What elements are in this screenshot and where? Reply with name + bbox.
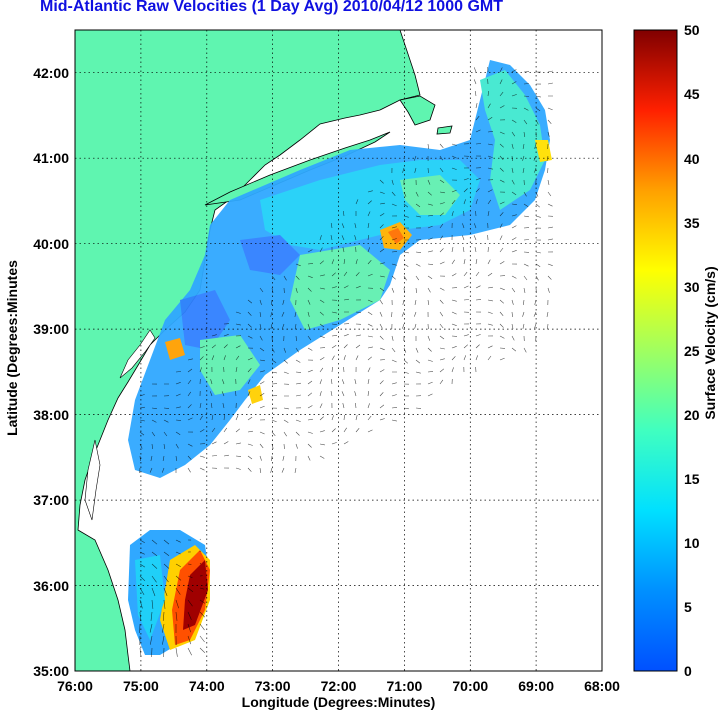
velocity-field-north xyxy=(128,60,552,478)
lon-tick: 75:00 xyxy=(123,678,159,694)
colorbar-tick: 20 xyxy=(684,407,700,423)
lon-tick: 72:00 xyxy=(321,678,357,694)
colorbar-tick: 45 xyxy=(684,86,700,102)
colorbar-tick: 40 xyxy=(684,151,700,167)
y-axis-label: Latitude (Degrees:Minutes xyxy=(4,260,20,436)
land-nantucket xyxy=(436,125,453,135)
colorbar xyxy=(633,29,678,672)
map-title: Mid-Atlantic Raw Velocities (1 Day Avg) … xyxy=(40,0,503,15)
lat-tick: 41:00 xyxy=(33,150,69,166)
map-grid xyxy=(75,30,602,671)
lat-tick: 35:00 xyxy=(33,663,69,679)
lon-tick: 76:00 xyxy=(57,678,93,694)
colorbar-tick: 5 xyxy=(684,599,692,615)
velocity-field-south xyxy=(128,530,210,655)
colorbar-tick: 30 xyxy=(684,279,700,295)
lat-tick: 36:00 xyxy=(33,578,69,594)
lat-tick: 40:00 xyxy=(33,236,69,252)
lat-tick: 42:00 xyxy=(33,65,69,81)
lon-tick: 74:00 xyxy=(189,678,225,694)
x-axis-label: Longitude (Degrees:Minutes) xyxy=(241,694,436,710)
colorbar-tick: 25 xyxy=(684,343,700,359)
lon-tick: 68:00 xyxy=(584,678,620,694)
land-cape-cod xyxy=(399,95,436,126)
lat-tick: 39:00 xyxy=(33,321,69,337)
colorbar-tick: 50 xyxy=(684,22,700,38)
colorbar-label: Surface Velocity (cm/s) xyxy=(702,266,718,420)
colorbar-tick: 35 xyxy=(684,215,700,231)
lon-tick: 70:00 xyxy=(452,678,488,694)
lat-tick: 37:00 xyxy=(33,492,69,508)
colorbar-tick: 10 xyxy=(684,535,700,551)
colorbar-tick: 0 xyxy=(684,663,692,679)
lon-tick: 71:00 xyxy=(386,678,422,694)
colorbar-ticks: 0 5 10 15 20 25 30 35 40 45 50 xyxy=(684,22,700,679)
map-axes: 76:00 75:00 74:00 73:00 72:00 71:00 70:0… xyxy=(33,65,620,694)
colorbar-tick: 15 xyxy=(684,471,700,487)
lon-tick: 73:00 xyxy=(255,678,291,694)
map-frame xyxy=(74,29,603,672)
lon-tick: 69:00 xyxy=(518,678,554,694)
lat-tick: 38:00 xyxy=(33,407,69,423)
